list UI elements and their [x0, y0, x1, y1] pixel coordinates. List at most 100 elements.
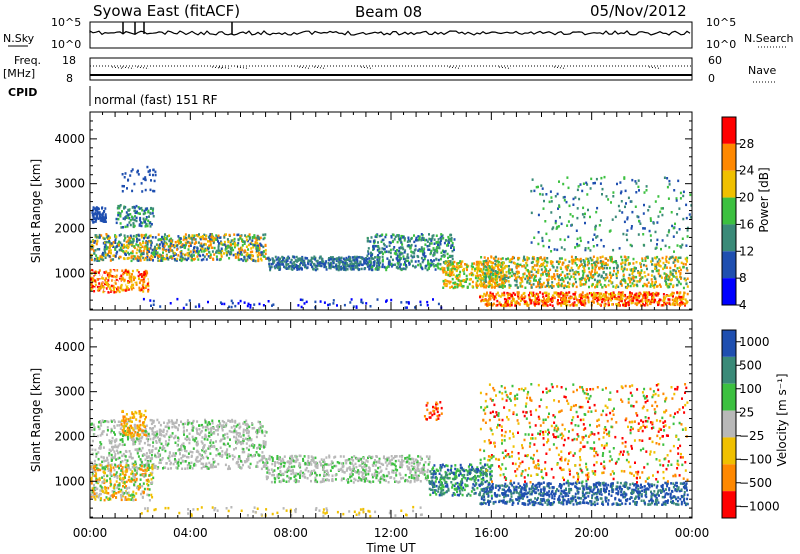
data-cell	[246, 253, 249, 256]
data-cell	[607, 301, 610, 305]
data-cell	[650, 239, 652, 242]
data-cell	[627, 196, 630, 200]
data-cell	[184, 437, 187, 440]
data-cell	[620, 294, 623, 298]
data-cell	[582, 303, 585, 306]
data-cell	[605, 263, 608, 267]
data-cell	[152, 189, 155, 193]
data-cell	[252, 246, 255, 249]
nave-dip	[136, 66, 150, 69]
data-cell	[142, 281, 145, 284]
data-cell	[574, 295, 577, 298]
data-cell	[97, 271, 100, 274]
data-cell	[380, 240, 383, 243]
data-cell	[133, 182, 136, 186]
data-cell	[126, 187, 128, 190]
data-cell	[611, 218, 614, 221]
data-cell	[620, 190, 623, 193]
data-cell	[659, 259, 662, 263]
data-cell	[520, 296, 523, 299]
data-cell	[140, 288, 143, 292]
data-cell	[191, 234, 194, 237]
data-cell	[626, 217, 629, 221]
data-cell	[260, 257, 262, 260]
data-cell	[358, 268, 361, 271]
data-cell	[513, 274, 516, 277]
data-cell	[634, 180, 637, 183]
data-cell	[193, 249, 196, 253]
data-cell	[198, 233, 200, 236]
data-cell	[562, 196, 565, 199]
data-cell	[582, 295, 585, 299]
data-cell	[319, 300, 322, 303]
data-cell	[116, 242, 119, 245]
data-cell	[130, 236, 133, 239]
data-cell	[484, 294, 487, 297]
data-cell	[376, 260, 379, 263]
data-cell	[207, 255, 210, 258]
data-cell	[151, 255, 154, 259]
data-cell	[520, 278, 523, 282]
data-cell	[630, 225, 633, 228]
data-cell	[491, 292, 494, 296]
data-cell	[105, 287, 108, 290]
data-cell	[596, 281, 599, 284]
data-cell	[549, 268, 552, 272]
data-cell	[633, 266, 636, 269]
data-cell	[656, 294, 659, 297]
data-cell	[559, 238, 562, 241]
data-cell	[405, 306, 408, 309]
data-cell	[349, 301, 352, 304]
data-cell	[638, 271, 641, 274]
data-cell	[496, 270, 499, 274]
data-cell	[507, 280, 510, 283]
data-cell	[432, 263, 435, 266]
data-cell	[170, 461, 172, 465]
data-cell	[653, 275, 656, 278]
data-cell	[108, 439, 111, 442]
data-cell	[496, 291, 499, 295]
data-cell	[150, 244, 153, 247]
data-cell	[212, 457, 215, 461]
data-cell	[490, 283, 493, 286]
data-cell	[658, 300, 661, 303]
data-cell	[578, 244, 581, 247]
data-cell	[454, 267, 456, 271]
data-cell	[152, 259, 154, 262]
data-cell	[237, 253, 240, 257]
data-cell	[490, 270, 492, 274]
data-cell	[526, 304, 529, 307]
data-cell	[629, 243, 632, 247]
data-cell	[360, 298, 363, 302]
data-cell	[582, 206, 585, 210]
data-cell	[93, 286, 96, 289]
data-cell	[148, 247, 151, 251]
data-cell	[335, 259, 338, 263]
data-cell	[281, 263, 284, 266]
data-cell	[631, 210, 634, 214]
data-cell	[679, 302, 682, 305]
data-cell	[643, 227, 646, 230]
data-cell	[385, 250, 388, 253]
data-cell	[568, 296, 570, 300]
data-cell	[371, 268, 374, 272]
data-cell	[344, 261, 347, 265]
data-cell	[436, 245, 439, 249]
data-cell	[555, 293, 558, 296]
data-cell	[233, 233, 236, 236]
data-cell	[488, 265, 491, 268]
data-cell	[641, 257, 644, 260]
data-cell	[532, 294, 535, 297]
data-cell	[200, 247, 203, 250]
data-cell	[546, 278, 549, 282]
data-cell	[192, 421, 194, 424]
data-cell	[542, 300, 544, 304]
data-cell	[110, 284, 113, 288]
data-cell	[330, 261, 332, 265]
data-cell	[223, 302, 226, 306]
data-cell	[612, 285, 615, 288]
data-cell	[595, 260, 598, 264]
data-cell	[589, 215, 591, 219]
data-cell	[526, 280, 529, 283]
data-cell	[381, 259, 384, 263]
